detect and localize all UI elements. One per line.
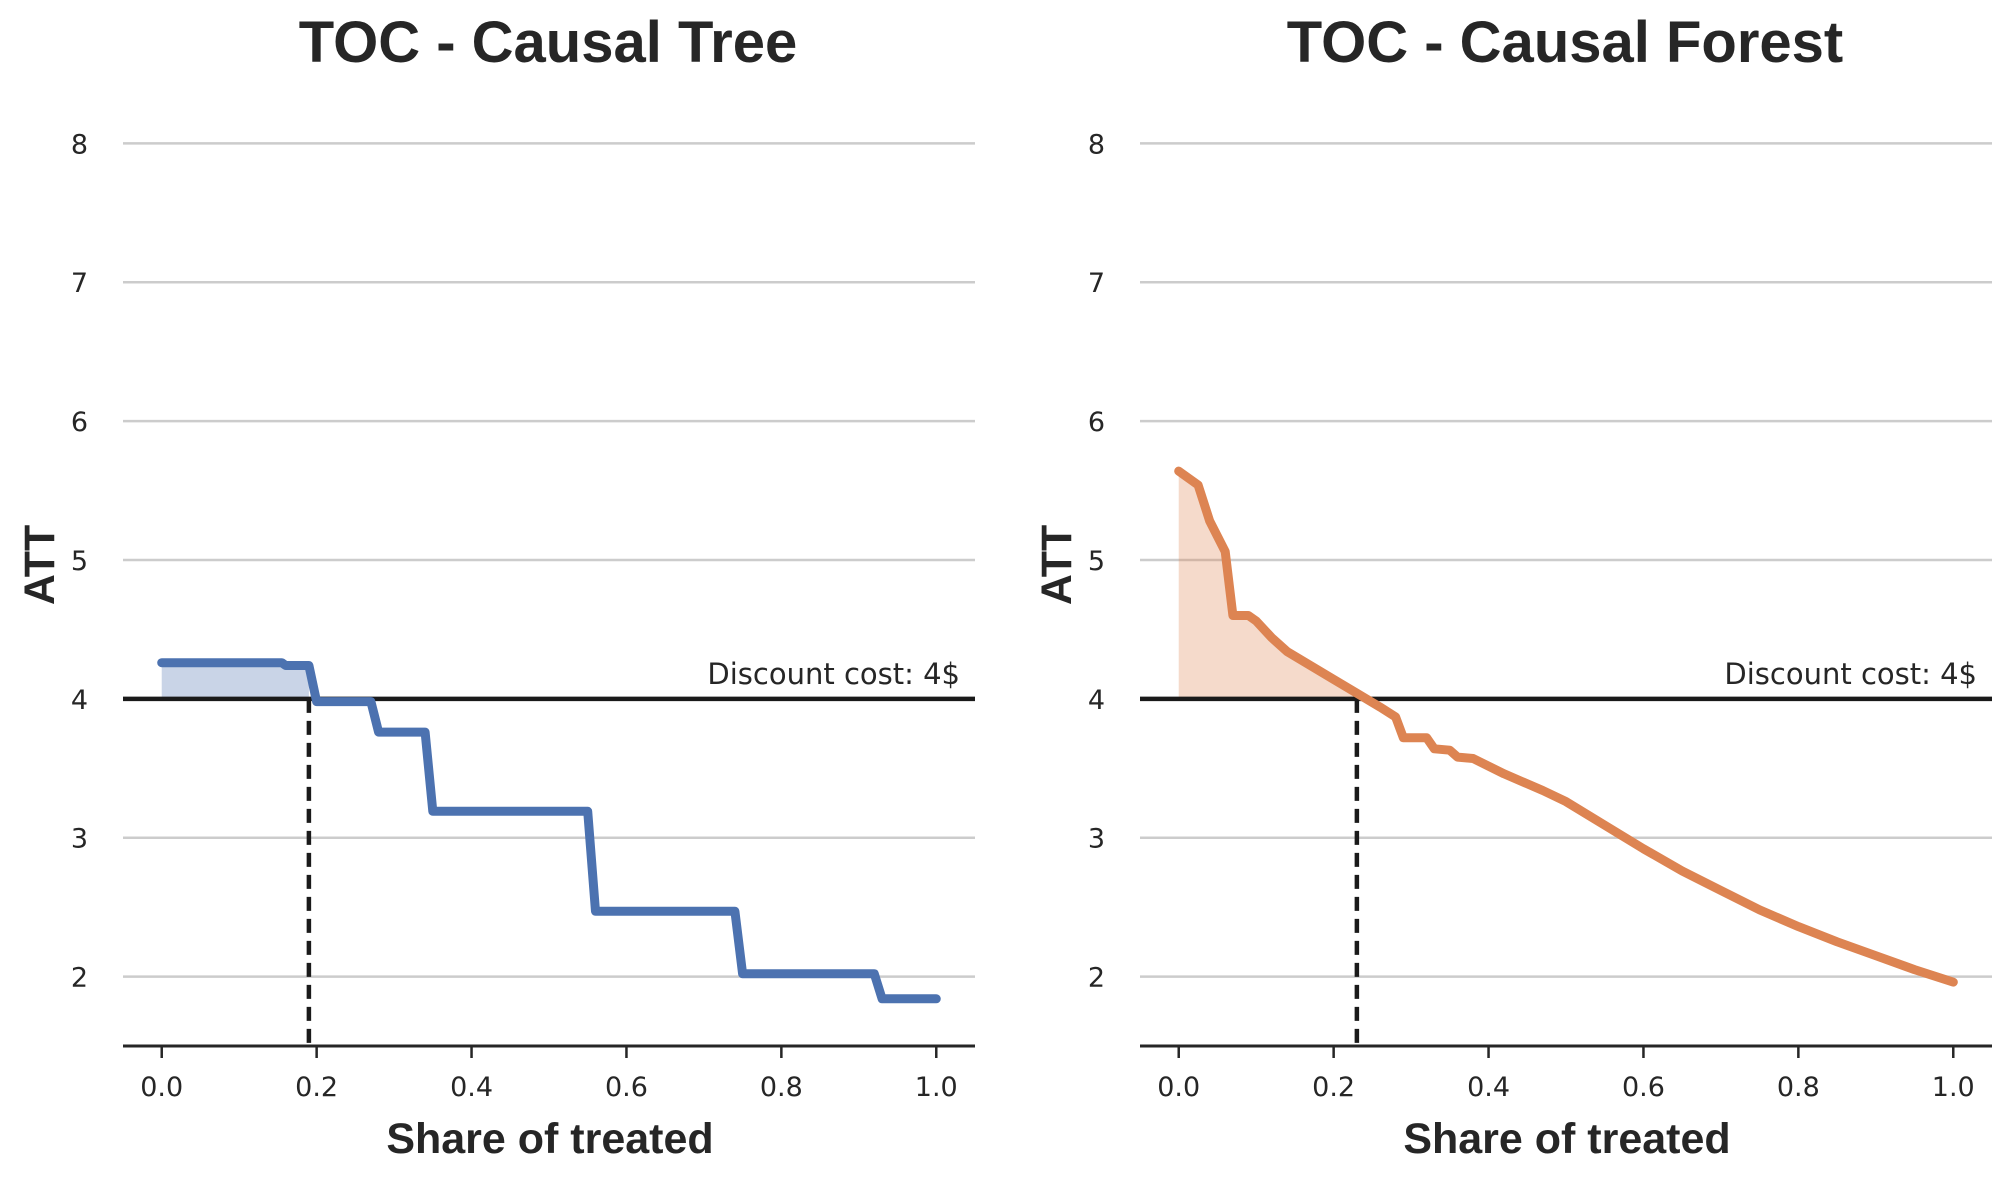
- y-tick-label: 6: [1088, 407, 1105, 438]
- x-axis-label: Share of treated: [1403, 1115, 1730, 1163]
- x-tick-label: 0.0: [1157, 1072, 1200, 1103]
- x-tick-label: 0.8: [1777, 1072, 1820, 1103]
- y-tick-label: 4: [71, 685, 88, 716]
- toc-line: [157, 658, 941, 1004]
- y-tick-label: 6: [71, 407, 88, 438]
- y-tick-label: 3: [71, 824, 88, 855]
- y-tick-label: 7: [1088, 268, 1105, 299]
- y-axis-label: ATT: [1033, 525, 1081, 605]
- y-tick-label: 3: [1088, 824, 1105, 855]
- x-tick-label: 0.2: [295, 1072, 338, 1103]
- toc-line: [1174, 466, 1958, 987]
- y-tick-label: 8: [1088, 129, 1105, 160]
- x-tick-label: 0.6: [1622, 1072, 1665, 1103]
- x-tick-label: 0.4: [1467, 1072, 1510, 1103]
- y-tick-label: 2: [71, 963, 88, 994]
- y-tick-label: 8: [71, 129, 88, 160]
- x-tick-label: 1.0: [915, 1072, 958, 1103]
- panel-causal-forest: TOC - Causal Forest 2 3 4 5 6 7 8 Discount cost:…: [1033, 10, 1992, 1163]
- chart-title: TOC - Causal Forest: [1287, 10, 1844, 75]
- x-tick-label: 0.0: [140, 1072, 183, 1103]
- cost-annotation: Discount cost: 4$: [707, 657, 960, 691]
- y-tick-label: 7: [71, 268, 88, 299]
- x-tick-label: 0.6: [605, 1072, 648, 1103]
- chart-title: TOC - Causal Tree: [299, 10, 798, 75]
- gain-area: [1178, 471, 1357, 699]
- cost-annotation: Discount cost: 4$: [1724, 657, 1977, 691]
- x-axis-label: Share of treated: [386, 1115, 713, 1163]
- y-tick-label: 4: [1088, 685, 1105, 716]
- x-tick-label: 1.0: [1932, 1072, 1975, 1103]
- y-tick-label: 2: [1088, 963, 1105, 994]
- panel-causal-tree: TOC - Causal Tree 2 3 4 5 6 7 8 Discount cost: 4…: [16, 10, 975, 1163]
- gain-area: [161, 662, 309, 699]
- x-tick-label: 0.8: [760, 1072, 803, 1103]
- y-axis-label: ATT: [16, 525, 64, 605]
- x-tick-label: 0.2: [1312, 1072, 1355, 1103]
- y-tick-label: 5: [1088, 546, 1105, 577]
- y-tick-label: 5: [71, 546, 88, 577]
- x-tick-label: 0.4: [450, 1072, 493, 1103]
